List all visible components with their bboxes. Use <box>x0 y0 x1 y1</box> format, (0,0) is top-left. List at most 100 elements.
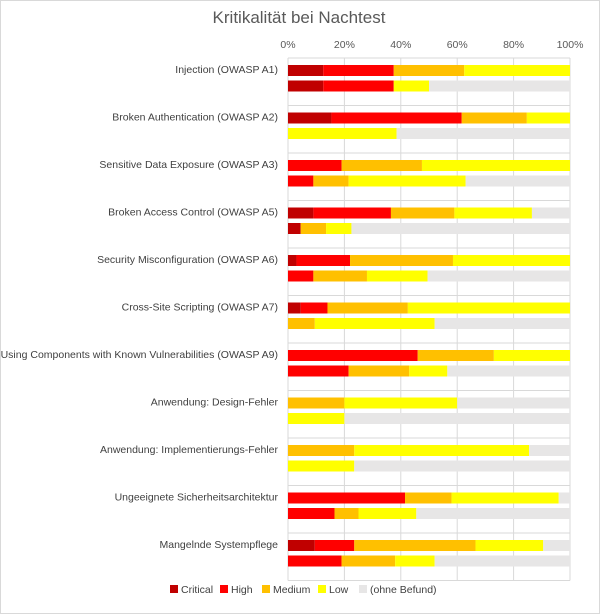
bar-segment-medium <box>350 255 453 266</box>
bar-segment-ohnebefund <box>531 207 570 219</box>
bar-segment-low <box>326 223 352 234</box>
legend-swatch <box>318 585 326 593</box>
bar-segment-low <box>493 350 570 361</box>
bar-segment-ohnebefund <box>457 397 570 409</box>
bar-segment-high <box>323 65 394 76</box>
category-label: Injection (OWASP A1) <box>175 64 278 76</box>
bar-segment-high <box>288 270 314 282</box>
bar-segment-low <box>464 65 570 76</box>
legend-label: Critical <box>181 584 213 596</box>
x-tick-label: 60% <box>447 39 468 51</box>
bar-segment-medium <box>341 555 396 567</box>
bar-segment-low <box>451 492 559 504</box>
bar-segment-critical <box>288 223 301 234</box>
bar-segment-medium <box>288 318 315 329</box>
bar-segment-low <box>344 397 458 409</box>
bar-segment-critical <box>288 255 297 266</box>
bar-segment-critical <box>288 80 324 92</box>
bar-segment-high <box>288 175 314 187</box>
legend-label: Medium <box>273 584 311 596</box>
bar-segment-low <box>526 112 570 124</box>
bar-segment-ohnebefund <box>351 223 570 234</box>
bar-segment-medium <box>348 365 410 377</box>
bar-segment-medium <box>461 112 527 124</box>
bar-segment-low <box>395 555 435 567</box>
bar-segment-low <box>409 365 448 377</box>
bar-segment-low <box>288 413 345 424</box>
legend-label: (ohne Befund) <box>370 584 437 596</box>
bar-segment-high <box>313 207 391 219</box>
bar-segment-ohnebefund <box>434 318 570 329</box>
x-tick-label: 20% <box>334 39 355 51</box>
bar-segment-low <box>366 270 428 282</box>
bar-segment-high <box>288 160 342 171</box>
bar-segment-ohnebefund <box>396 128 570 139</box>
category-label: Broken Access Control (OWASP A5) <box>108 207 278 219</box>
bar-segment-critical <box>288 65 324 76</box>
bar-segment-medium <box>393 65 465 76</box>
bar-segment-ohnebefund <box>416 508 570 519</box>
bar-segment-high <box>288 492 406 504</box>
bar-segment-low <box>358 508 417 519</box>
x-tick-label: 100% <box>557 39 584 51</box>
bar-segment-medium <box>288 397 345 409</box>
legend-swatch <box>220 585 228 593</box>
bar-segment-ohnebefund <box>558 492 570 504</box>
bar-segment-ohnebefund <box>429 80 570 92</box>
bar-segment-low <box>454 207 532 219</box>
legend-swatch <box>359 585 367 593</box>
bar-segment-ohnebefund <box>354 460 570 472</box>
bar-segment-low <box>354 445 530 456</box>
bar-segment-medium <box>417 350 494 361</box>
bar-segment-ohnebefund <box>529 445 570 456</box>
bar-segment-ohnebefund <box>434 555 570 567</box>
bar-segment-ohnebefund <box>344 413 570 424</box>
bar-segment-medium <box>313 270 367 282</box>
bar-segment-high <box>323 80 394 92</box>
bar-segment-medium <box>313 175 349 187</box>
bar-segment-high <box>300 302 328 314</box>
category-label: Anwendung: Design-Fehler <box>151 397 279 409</box>
category-label: Cross-Site Scripting (OWASP A7) <box>122 302 278 314</box>
legend-swatch <box>170 585 178 593</box>
bar-segment-medium <box>354 540 476 551</box>
bar-segment-critical <box>288 112 332 124</box>
bar-segment-low <box>421 160 570 171</box>
category-label: Broken Authentication (OWASP A2) <box>112 112 278 124</box>
bar-segment-medium <box>405 492 452 504</box>
bar-segment-low <box>288 128 397 139</box>
bar-segment-high <box>331 112 462 124</box>
category-label: Using Components with Known Vulnerabilit… <box>1 349 278 361</box>
bar-segment-medium <box>288 445 355 456</box>
bar-segment-low <box>407 302 570 314</box>
category-label: Sensitive Data Exposure (OWASP A3) <box>99 159 278 171</box>
bar-segment-low <box>393 80 429 92</box>
bar-segment-high <box>288 555 342 567</box>
bar-segment-medium <box>390 207 455 219</box>
x-tick-label: 40% <box>390 39 411 51</box>
bar-segment-high <box>314 540 355 551</box>
bar-segment-medium <box>300 223 327 234</box>
legend-label: High <box>231 584 253 596</box>
bar-segment-ohnebefund <box>543 540 570 551</box>
legend-label: Low <box>329 584 349 596</box>
bar-segment-low <box>475 540 544 551</box>
bar-segment-high <box>288 508 335 519</box>
bar-segment-low <box>288 460 355 472</box>
bar-segment-ohnebefund <box>427 270 570 282</box>
bar-segment-low <box>314 318 435 329</box>
chart-title: Kritikalität bei Nachtest <box>212 8 386 27</box>
category-label: Anwendung: Implementierungs-Fehler <box>100 444 279 456</box>
category-label: Ungeeignete Sicherheitsarchitektur <box>115 492 279 504</box>
bar-segment-ohnebefund <box>465 175 570 187</box>
bar-segment-medium <box>334 508 359 519</box>
bar-segment-critical <box>288 207 314 219</box>
x-tick-label: 80% <box>503 39 524 51</box>
bar-segment-high <box>296 255 351 266</box>
bar-segment-high <box>288 365 349 377</box>
bar-segment-medium <box>341 160 422 171</box>
bar-segment-critical <box>288 302 301 314</box>
category-label: Mangelnde Systempflege <box>160 539 279 551</box>
bar-segment-ohnebefund <box>447 365 570 377</box>
